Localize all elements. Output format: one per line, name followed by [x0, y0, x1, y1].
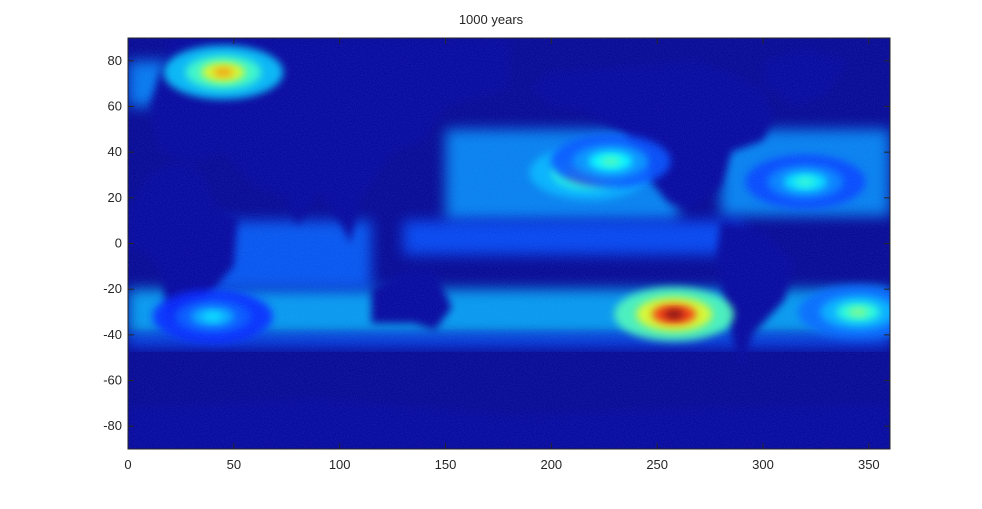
y-tick-label: -20 — [103, 281, 122, 296]
y-tick-label: 40 — [108, 144, 122, 159]
y-tick-label: -40 — [103, 327, 122, 342]
chart-title: 1000 years — [458, 12, 524, 27]
x-tick-label: 50 — [227, 457, 241, 472]
y-tick-label: -60 — [103, 373, 122, 388]
y-axis: 80 60 40 20 0 -20 -40 -60 -80 — [103, 53, 890, 433]
x-tick-label: 100 — [329, 457, 351, 472]
y-tick-label: 60 — [108, 99, 122, 114]
x-axis: 0 50 100 150 200 250 300 350 — [124, 38, 880, 472]
y-tick-label: 20 — [108, 190, 122, 205]
x-tick-label: 0 — [124, 457, 131, 472]
x-tick-label: 250 — [646, 457, 668, 472]
x-tick-label: 150 — [435, 457, 457, 472]
y-tick-label: 0 — [115, 236, 122, 251]
plot-area — [128, 38, 890, 449]
x-tick-label: 350 — [858, 457, 880, 472]
y-tick-label: 80 — [108, 53, 122, 68]
x-tick-label: 300 — [752, 457, 774, 472]
x-tick-label: 200 — [540, 457, 562, 472]
y-tick-label: -80 — [103, 418, 122, 433]
texture-noise — [128, 38, 890, 449]
